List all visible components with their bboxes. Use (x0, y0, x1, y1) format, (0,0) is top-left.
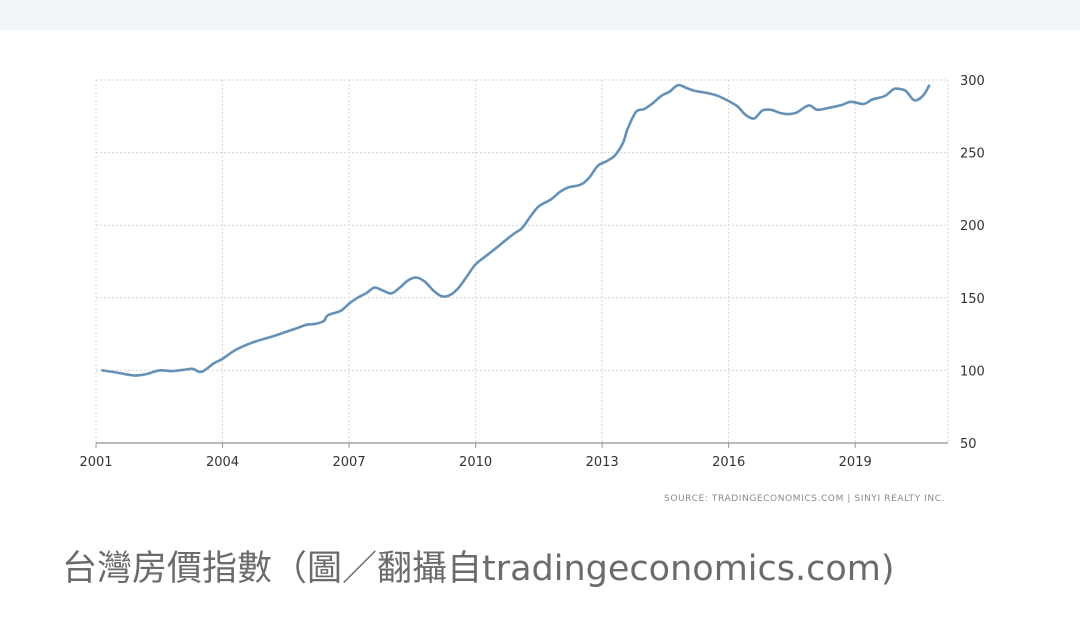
x-tick-label: 2016 (712, 455, 745, 470)
x-tick-labels: 2001 2004 2007 2010 2013 2016 2019 (79, 455, 871, 470)
y-tick-label: 150 (960, 292, 985, 307)
y-tick-label: 200 (960, 219, 985, 234)
x-tick-label: 2001 (79, 455, 112, 470)
line-chart: 2001 2004 2007 2010 2013 2016 2019 50 100 150 200… (79, 74, 985, 470)
y-tick-label: 50 (960, 437, 977, 452)
grid (95, 79, 949, 443)
top-band (0, 0, 1080, 30)
x-tick-label: 2013 (586, 455, 619, 470)
x-axis (95, 442, 948, 448)
source-note: SOURCE: TRADINGECONOMICS.COM | SINYI REA… (664, 494, 946, 504)
x-tick-label: 2019 (839, 455, 872, 470)
y-tick-label: 250 (960, 147, 985, 162)
x-tick-label: 2004 (206, 455, 239, 470)
image-caption: 台灣房價指數（圖／翻攝自tradingeconomics.com) (62, 549, 895, 589)
y-tick-label: 100 (960, 364, 985, 379)
x-tick-label: 2007 (333, 455, 366, 470)
y-tick-label: 300 (960, 74, 985, 89)
series-group (101, 83, 931, 377)
y-tick-labels: 50 100 150 200 250 300 (960, 74, 985, 452)
x-tick-label: 2010 (459, 455, 492, 470)
series-line (101, 83, 931, 377)
